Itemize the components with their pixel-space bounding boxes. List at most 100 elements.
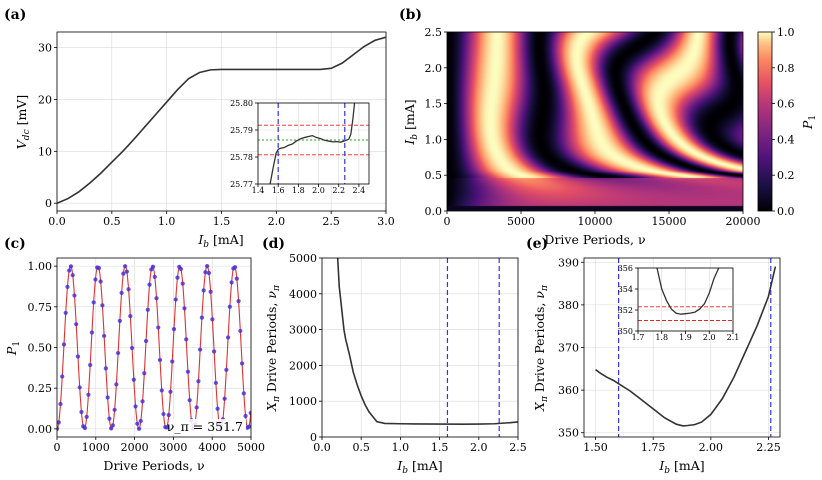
panel-b-xlabel: Drive Periods, ν	[544, 232, 645, 247]
panel-c-point	[133, 404, 138, 409]
panel-a-inset-xtick: 2.0	[312, 186, 325, 195]
panel-c-point	[208, 289, 213, 294]
panel-a-curve	[57, 36, 386, 204]
panel-b-image	[447, 32, 743, 211]
panel-d-frame	[321, 257, 519, 438]
panel-c-ytick: 0.50	[28, 342, 53, 355]
panel-c-ytick: 0.75	[28, 301, 53, 314]
panel-c-point	[215, 406, 220, 411]
panel-a-xtick: 1.0	[158, 215, 176, 228]
panel-c-xtick: 3000	[159, 441, 187, 454]
panel-c-point	[100, 303, 105, 308]
panel-d-xlabel: Ib [mA]	[396, 458, 442, 476]
panel-c-point	[229, 280, 234, 285]
panel-c-xlabel: Drive Periods, ν	[103, 458, 204, 473]
panel-c-point	[180, 281, 185, 286]
panel-c-point	[88, 362, 93, 368]
panel-e-inset-xtick: 1.8	[655, 333, 668, 342]
panel-a-inset-xtick: 1.8	[292, 186, 305, 195]
panel-e-xtick: 1.75	[641, 441, 666, 454]
panel-b-xtick: 5000	[507, 215, 535, 228]
panel-b-xtick: 20000	[726, 215, 761, 228]
panel-b-colorbar-tick: 0.2	[777, 169, 795, 182]
panel-b-ytick: 1.0	[425, 133, 443, 146]
panel-c-point	[164, 425, 170, 430]
panel-b-ytick: 2.0	[425, 62, 443, 75]
panel-c-point	[96, 266, 102, 271]
panel-c-point	[227, 304, 232, 309]
panel-c-point	[198, 347, 203, 352]
panel-c-point	[178, 266, 184, 272]
panel-a-xtick: 0.0	[48, 215, 66, 228]
panel-c-point	[105, 395, 110, 400]
panel-a-xtick: 2.5	[322, 215, 340, 228]
panel-c-xtick: 2000	[121, 441, 149, 454]
panel-d-xtick: 2.5	[509, 441, 527, 454]
panel-label-e: (e)	[526, 236, 548, 252]
panel-c-point	[184, 337, 189, 342]
panel-c-point	[98, 279, 103, 284]
panel-c-point	[93, 277, 98, 282]
panel-c-point	[185, 369, 191, 374]
panel-b-colorbar-tick: 0.6	[777, 98, 795, 111]
panel-c-ytick: 0.00	[28, 423, 53, 436]
panel-c-point	[206, 270, 212, 276]
panel-c-point	[226, 335, 231, 340]
panel-a-xtick: 1.5	[213, 215, 231, 228]
panel-c-point	[241, 391, 246, 396]
panel-c-xtick: 0	[54, 441, 61, 454]
panel-b-ytick: 0.5	[425, 169, 443, 182]
panel-e-ylabel: Xπ Drive Periods, νπ	[532, 284, 550, 412]
panel-b-ytick: 1.5	[425, 98, 443, 111]
panel-e-ytick: 380	[558, 299, 579, 312]
panel-e-xtick: 2.00	[699, 441, 724, 454]
panel-a-inset-xtick: 2.2	[332, 186, 345, 195]
panel-c-point	[57, 426, 60, 431]
panel-c-point	[196, 379, 201, 384]
panel-c-point	[116, 350, 121, 356]
panel-label-c: (c)	[4, 236, 26, 252]
panel-b-ylabel: Ib [mA]	[402, 99, 420, 145]
panel-c-point	[135, 421, 140, 426]
panel-c-point	[63, 310, 68, 316]
panel-b-ytick: 2.5	[425, 26, 443, 39]
panel-d-xtick: 1.5	[431, 441, 449, 454]
panel-c-point	[112, 407, 117, 412]
panel-c-point	[70, 273, 75, 278]
panel-c-xtick: 1000	[82, 441, 110, 454]
panel-a-ytick: 30	[38, 42, 52, 55]
panel-c-point	[143, 338, 149, 344]
panel-c-point	[145, 307, 150, 312]
panel-c-point	[182, 306, 187, 311]
panel-a-ytick: 10	[38, 145, 52, 158]
panel-a-inset-ytick: 25.79	[230, 126, 253, 135]
panel-c-point	[131, 377, 136, 382]
panel-d-xtick: 0.5	[352, 441, 370, 454]
panel-label-b: (b)	[399, 7, 422, 23]
panel-c-point	[121, 271, 126, 276]
panel-e-xlabel: Ib [mA]	[658, 458, 704, 476]
panel-a-ytick: 0	[45, 197, 52, 210]
panel-c-point	[234, 276, 239, 281]
panel-c-point	[194, 405, 199, 410]
panel-c-point	[171, 326, 177, 332]
panel-e-inset-ytick: 352	[618, 306, 633, 315]
panel-d-curve	[336, 258, 518, 425]
panel-e-inset: 1.7 1.8 1.9 2.0 2.1 350 352 354 356	[618, 264, 740, 342]
panel-b-ytick: 0.0	[425, 205, 443, 218]
panel-e-ytick: 360	[558, 384, 579, 397]
panel-c-point	[166, 412, 171, 418]
panel-c-point	[86, 392, 91, 397]
panel-c-ytick: 0.25	[28, 382, 53, 395]
panel-c-point	[58, 401, 63, 407]
panel-c-point	[152, 274, 157, 279]
panel-e-inset-xtick: 1.9	[679, 333, 692, 342]
panel-c-annotation: ν_π = 351.7	[167, 419, 243, 434]
panel-c-point	[161, 411, 166, 417]
panel-d-chart: 0.0 0.5 1.0 1.5 2.0 2.5010002000300040005000 …	[264, 252, 527, 476]
panel-d-ytick: 3000	[289, 324, 317, 337]
panel-b-colorbar-tick: 0.0	[777, 205, 795, 218]
panel-e-inset-ytick: 350	[618, 327, 633, 336]
panel-c-point	[187, 398, 192, 403]
